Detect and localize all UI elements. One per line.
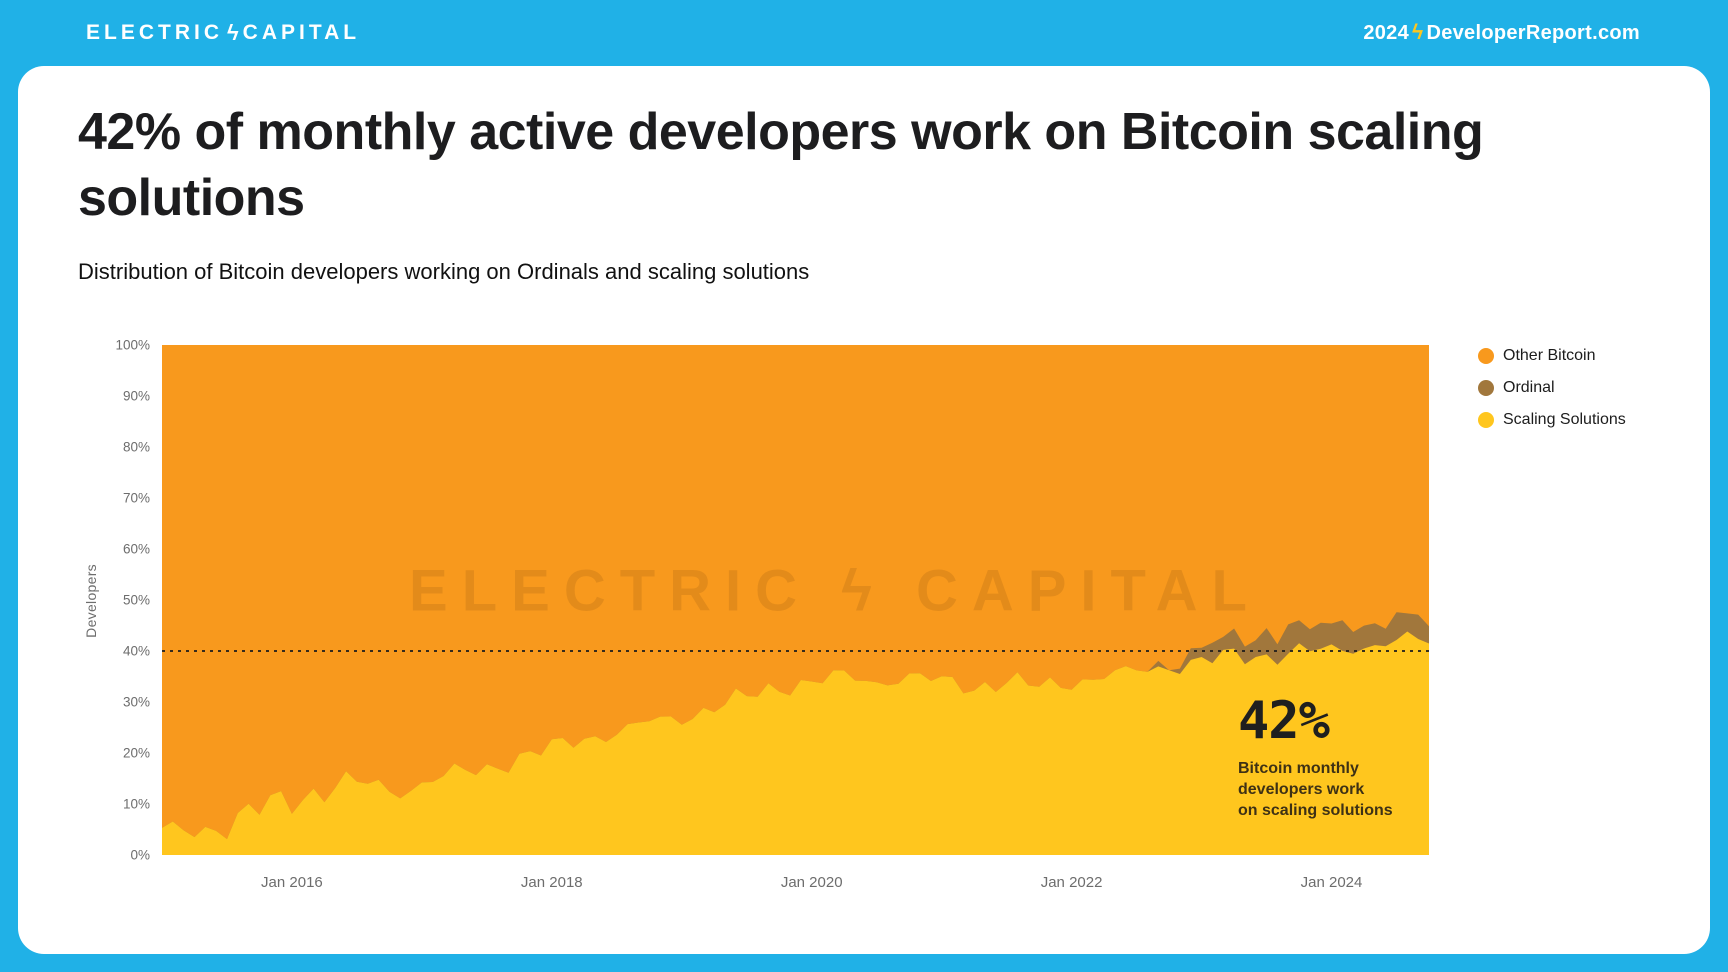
report-year: 2024 <box>1363 21 1410 44</box>
annotation-line: on scaling solutions <box>1238 801 1393 819</box>
chart-section: Developers 0% 10% 20% 30% 40% 50% 60% 70% 80% 90%… <box>78 325 1650 937</box>
annotation-text: Bitcoin monthly developers work on scali… <box>1238 759 1393 821</box>
legend-label: Scaling Solutions <box>1503 411 1626 429</box>
legend-swatch-scaling-solutions <box>1478 412 1494 429</box>
y-tick-label: 40% <box>123 644 150 659</box>
x-tick-label: Jan 2020 <box>781 874 843 891</box>
y-tick-label: 100% <box>115 338 150 353</box>
report-site: DeveloperReport.com <box>1426 21 1640 44</box>
legend-swatch-ordinal <box>1478 380 1494 397</box>
lightning-bolt-icon: ϟ <box>227 20 239 45</box>
top-bar: ELECTRIC ϟ CAPITAL 2024 ϟ DeveloperRepor… <box>0 0 1728 66</box>
lightning-bolt-icon: ϟ <box>1412 21 1424 44</box>
y-tick-label: 70% <box>123 491 150 506</box>
y-tick-label: 60% <box>123 542 150 557</box>
x-tick-label: Jan 2022 <box>1041 874 1103 891</box>
legend-item-other-bitcoin: Other Bitcoin <box>1478 347 1626 365</box>
y-axis-label-column: Developers <box>78 325 104 937</box>
y-tick-label: 20% <box>123 746 150 761</box>
y-tick-label: 30% <box>123 695 150 710</box>
x-tick-label: Jan 2018 <box>521 874 583 891</box>
electric-capital-logo: ELECTRIC ϟ CAPITAL <box>86 20 360 46</box>
y-tick-label: 0% <box>130 848 150 863</box>
legend-swatch-other-bitcoin <box>1478 348 1494 365</box>
legend-item-ordinal: Ordinal <box>1478 379 1626 397</box>
chart-subtitle: Distribution of Bitcoin developers worki… <box>78 259 810 285</box>
chart-annotation: 42% Bitcoin monthly developers work on s… <box>1238 691 1393 821</box>
content-card: 42% of monthly active developers work on… <box>18 66 1710 954</box>
annotation-value: 42% <box>1238 691 1330 752</box>
y-axis-label: Developers <box>83 564 99 638</box>
stacked-area-chart: 0% 10% 20% 30% 40% 50% 60% 70% 80% 90% 100% Jan 201… <box>115 338 1429 891</box>
x-tick-label: Jan 2016 <box>261 874 323 891</box>
y-tick-label: 80% <box>123 440 150 455</box>
logo-text-capital: CAPITAL <box>242 21 361 44</box>
chart-area: 0% 10% 20% 30% 40% 50% 60% 70% 80% 90% 100% Jan 201… <box>104 325 1464 937</box>
y-tick-label: 90% <box>123 389 150 404</box>
x-tick-label: Jan 2024 <box>1301 874 1363 891</box>
logo-text-electric: ELECTRIC <box>86 21 223 44</box>
annotation-line: Bitcoin monthly <box>1238 760 1359 778</box>
chart-legend: Other Bitcoin Ordinal Scaling Solutions <box>1478 325 1626 429</box>
page-title: 42% of monthly active developers work on… <box>78 103 1484 227</box>
legend-label: Ordinal <box>1503 379 1555 397</box>
y-tick-label: 10% <box>123 797 150 812</box>
annotation-line: developers work <box>1238 780 1365 798</box>
legend-item-scaling-solutions: Scaling Solutions <box>1478 411 1626 429</box>
developer-report-link[interactable]: 2024 ϟ DeveloperReport.com <box>1363 21 1640 45</box>
legend-label: Other Bitcoin <box>1503 347 1596 365</box>
y-tick-label: 50% <box>123 593 150 608</box>
scaling-solutions-area <box>162 631 1429 856</box>
